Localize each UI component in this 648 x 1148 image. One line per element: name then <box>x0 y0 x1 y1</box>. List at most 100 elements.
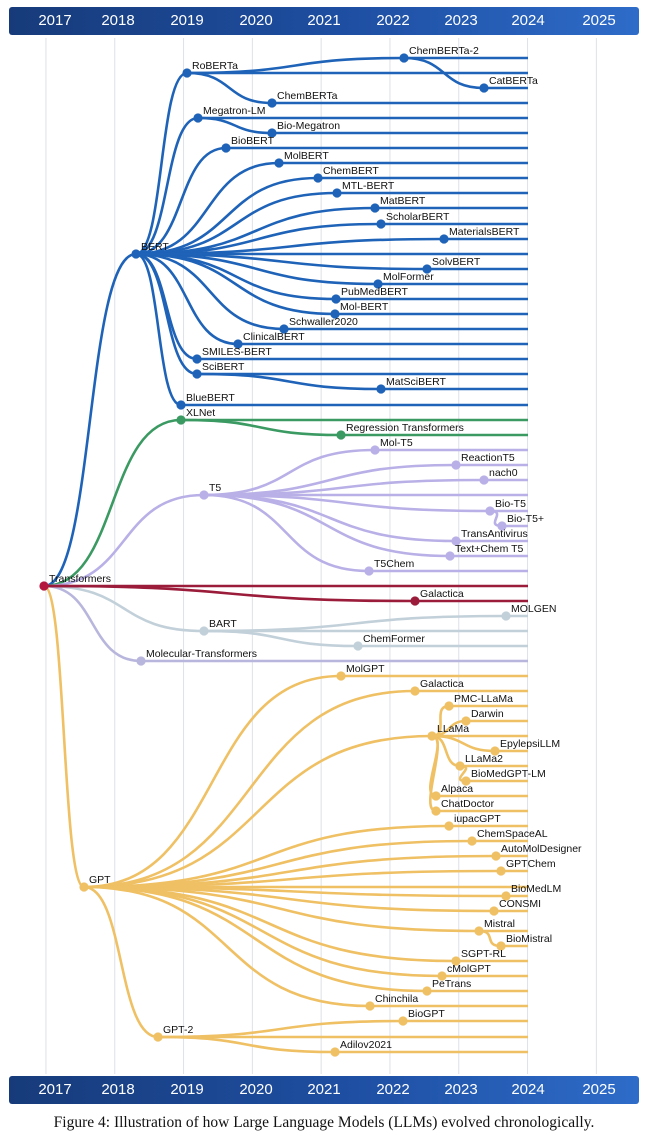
branch-edge <box>42 584 417 603</box>
year-label: 2018 <box>101 12 135 29</box>
year-label: 2024 <box>511 12 545 29</box>
year-label: 2019 <box>170 12 204 29</box>
model-label: ReactionT5 <box>461 452 515 464</box>
model-label: SGPT-RL <box>461 948 506 960</box>
model-node <box>489 906 499 916</box>
branch-edge <box>82 885 429 993</box>
branch-edge <box>134 252 338 301</box>
year-label: 2021 <box>307 1081 341 1098</box>
model-label: nach0 <box>489 467 518 479</box>
model-node <box>330 309 340 319</box>
branch-edge <box>185 71 274 105</box>
model-node <box>192 354 202 364</box>
branch-edge <box>134 116 200 256</box>
branch-edge <box>134 252 199 376</box>
model-label: MaterialsBERT <box>449 226 520 238</box>
branch-edge <box>82 734 434 889</box>
branch-edge <box>195 372 383 391</box>
model-node <box>336 671 346 681</box>
model-label: MOLGEN <box>511 603 557 615</box>
branch-edge <box>134 71 189 256</box>
model-label: SMILES-BERT <box>202 346 272 358</box>
branch-edge <box>156 1019 405 1039</box>
model-node <box>497 521 507 531</box>
model-node <box>467 836 477 846</box>
model-label: Text+Chem T5 <box>455 543 524 555</box>
model-node <box>39 581 49 591</box>
model-label: AutoMolDesigner <box>501 843 582 855</box>
model-node <box>182 68 192 78</box>
model-label: SciBERT <box>202 361 245 373</box>
model-node <box>192 369 202 379</box>
model-label: Adilov2021 <box>340 1039 392 1051</box>
model-node <box>370 203 380 213</box>
year-label: 2022 <box>376 12 410 29</box>
model-node <box>496 866 506 876</box>
model-label: TransAntivirus <box>461 528 528 540</box>
year-label: 2023 <box>444 1081 478 1098</box>
model-node <box>336 430 346 440</box>
model-label: T5Chem <box>374 558 415 570</box>
branch-edge <box>82 674 343 889</box>
year-label: 2020 <box>239 12 273 29</box>
model-label: ChemFormer <box>363 633 425 645</box>
model-label: GPT-2 <box>163 1024 194 1036</box>
model-label: PeTrans <box>432 978 471 990</box>
model-node <box>267 128 277 138</box>
model-node <box>501 611 511 621</box>
model-label: CatBERTa <box>489 75 538 87</box>
model-label: PMC-LLaMa <box>454 693 513 705</box>
model-label: Bio-T5+ <box>507 513 544 525</box>
branch-edge <box>42 584 86 889</box>
branch-edge <box>156 1035 337 1054</box>
model-label: LLaMa2 <box>465 753 503 765</box>
model-label: MolGPT <box>346 663 385 675</box>
model-label: Molecular-Transformers <box>146 648 257 660</box>
model-label: Schwaller2020 <box>289 316 358 328</box>
model-label: Mol-BERT <box>340 301 389 313</box>
model-node <box>136 656 146 666</box>
model-label: SolvBERT <box>432 256 481 268</box>
branch-edge <box>42 493 206 588</box>
branch-edge <box>202 493 371 573</box>
model-label: BioMedGPT-LM <box>471 768 546 780</box>
model-label: BioGPT <box>408 1008 445 1020</box>
model-label: GPT <box>89 874 111 886</box>
branch-edge <box>134 252 240 346</box>
model-node <box>485 506 495 516</box>
model-label: Transformers <box>49 573 111 585</box>
branch-edge <box>202 448 377 497</box>
model-label: Chinchila <box>375 993 418 1005</box>
model-label: Mistral <box>484 918 515 930</box>
model-node <box>496 941 506 951</box>
model-node <box>365 1001 375 1011</box>
branch-edge <box>42 584 143 663</box>
branch-edge <box>179 418 343 437</box>
model-node <box>176 400 186 410</box>
model-label: RoBERTa <box>192 60 238 72</box>
model-label: BioMistral <box>506 933 552 945</box>
model-node <box>437 971 447 981</box>
model-node <box>451 956 461 966</box>
model-label: Darwin <box>471 708 504 720</box>
model-node <box>199 490 209 500</box>
model-node <box>422 264 432 274</box>
model-node <box>431 791 441 801</box>
model-node <box>199 626 209 636</box>
model-label: ClinicalBERT <box>243 331 305 343</box>
model-node <box>376 219 386 229</box>
branch-edge <box>134 146 228 256</box>
branch-edge <box>202 493 452 558</box>
model-label: EpylepsiLLM <box>500 738 560 750</box>
year-label: 2024 <box>511 1081 545 1098</box>
model-node <box>176 415 186 425</box>
year-label: 2022 <box>376 1081 410 1098</box>
branch-edge <box>42 418 183 588</box>
model-node <box>439 234 449 244</box>
branch-edge <box>134 252 380 286</box>
model-label: PubMedBERT <box>341 286 409 298</box>
model-node <box>479 83 489 93</box>
model-label: Megatron-LM <box>203 105 265 117</box>
branch-edge <box>134 161 281 256</box>
branch-edge <box>82 885 372 1008</box>
